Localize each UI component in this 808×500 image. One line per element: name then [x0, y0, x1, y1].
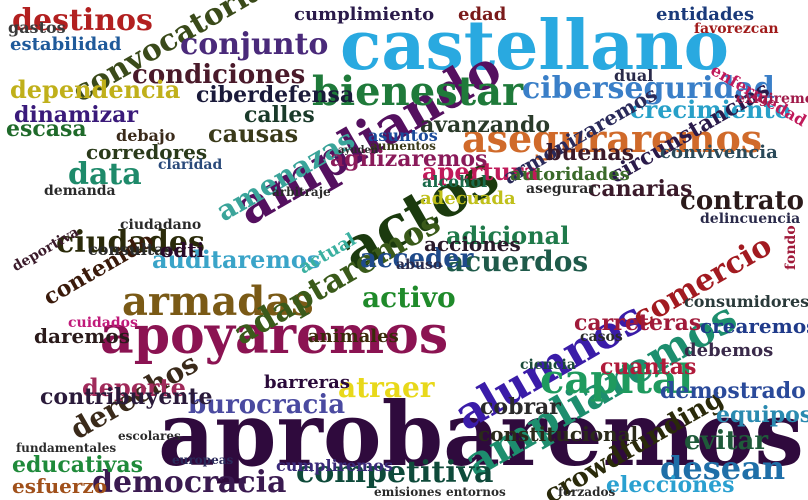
- word-gastos: gastos: [8, 18, 66, 37]
- word-animales: animales: [308, 326, 399, 347]
- word-ciencia: ciencia: [520, 357, 576, 373]
- word-atraer: atraer: [338, 371, 435, 404]
- word-data: data: [68, 157, 142, 192]
- word-contribuyente: contribuyente: [40, 384, 213, 410]
- word-cobrar: cobrar: [480, 394, 561, 420]
- word-adicional: adicional: [446, 221, 570, 250]
- word-edad: edad: [458, 4, 507, 25]
- word-buenas: buenas: [546, 140, 635, 166]
- word-demanda: demanda: [44, 183, 116, 199]
- word-activo: activo: [362, 281, 456, 314]
- word-abuso: abuso: [396, 257, 443, 273]
- word-emisiones: emisiones: [374, 485, 442, 499]
- word-dual: dual: [614, 66, 654, 85]
- word-asegurar: asegurar: [526, 181, 596, 197]
- word-crecimiento: crecimiento: [630, 95, 791, 124]
- word-estabilidad: estabilidad: [10, 34, 122, 55]
- word-barreras: barreras: [264, 372, 350, 393]
- word-capital: capital: [540, 356, 694, 403]
- word-agilizaremos: agilizaremos: [330, 146, 488, 172]
- word-cuantas: cuantas: [600, 354, 697, 380]
- word-ciudades: ciudades: [56, 225, 205, 260]
- word-cuidados: cuidados: [68, 315, 138, 331]
- word-bienestar: bienestar: [312, 68, 524, 115]
- word-ciberseguridad: ciberseguridad: [522, 71, 775, 106]
- word-consumidores: consumidores: [684, 292, 808, 311]
- word-calles: calles: [244, 102, 315, 128]
- word-daremos: daremos: [34, 324, 130, 348]
- word-competitiva: competitiva: [296, 455, 494, 490]
- word-debajo: debajo: [116, 126, 176, 145]
- word-cumpliremos: cumpliremos: [276, 456, 393, 475]
- word-educativas: educativas: [12, 452, 143, 478]
- word-elecciones: elecciones: [606, 472, 735, 498]
- word-contrato: contrato: [680, 186, 804, 216]
- word-fondo: fondo: [783, 225, 799, 270]
- word-corredores: corredores: [86, 140, 208, 164]
- word-exigiremos: exigiremos: [736, 91, 808, 107]
- word-claridad: claridad: [158, 157, 223, 173]
- word-europeas: europeas: [172, 453, 234, 467]
- word-ciberdefensa: ciberdefensa: [196, 82, 355, 108]
- word-cumplimiento: cumplimiento: [294, 4, 435, 25]
- word-acceder: acceder: [360, 244, 474, 274]
- word-convivencia: convivencia: [660, 142, 778, 163]
- word-debemos: debemos: [684, 340, 774, 361]
- word-delincuencia: delincuencia: [700, 211, 801, 227]
- word-consultas: consultas: [88, 240, 174, 259]
- word-aseguraremos: aseguraremos: [462, 116, 763, 161]
- word-demostrado: demostrado: [660, 378, 806, 404]
- word-carreteras: carreteras: [574, 310, 702, 336]
- word-destinos: destinos: [12, 3, 153, 38]
- word-causas: causas: [208, 119, 299, 148]
- word-deporte: deporte: [82, 373, 186, 402]
- word-democracia: democracia: [92, 465, 287, 500]
- word-ayuden: ayuden: [338, 145, 379, 156]
- word-dinamizar: dinamizar: [14, 102, 138, 128]
- word-casos: casos: [580, 329, 623, 345]
- word-equipos: equipos: [716, 402, 808, 428]
- word-acciones: acciones: [424, 232, 521, 256]
- word-escolares: escolares: [118, 429, 181, 443]
- word-armadas: armadas: [122, 278, 314, 325]
- word-dependencia: dependencia: [10, 75, 181, 104]
- word-asuntos: asuntos: [368, 126, 438, 145]
- word-auditaremos: auditaremos: [152, 245, 321, 274]
- word-avanzando: avanzando: [420, 112, 551, 138]
- word-apoyaremos: apoyaremos: [100, 305, 449, 366]
- word-aumentos: aumentos: [370, 139, 436, 153]
- word-alcohol: alcohol: [422, 172, 488, 191]
- word-conjunto: conjunto: [180, 27, 329, 62]
- word-canarias: canarias: [588, 176, 693, 202]
- word-condiciones: condiciones: [132, 60, 306, 90]
- word-evitar: evitar: [684, 426, 769, 456]
- word-esfuerzo: esfuerzo: [12, 474, 108, 498]
- word-desean: desean: [660, 449, 786, 487]
- word-constitucional: constitucional: [478, 422, 639, 446]
- word-fundamentales: fundamentales: [16, 441, 117, 455]
- word-ciudadano: ciudadano: [120, 217, 202, 233]
- word-aprobaremos: aprobaremos: [158, 382, 804, 486]
- word-arbitraje: arbitraje: [272, 185, 331, 199]
- word-autoridades: autoridades: [510, 164, 630, 185]
- word-acuerdos: acuerdos: [446, 245, 589, 278]
- word-burocracia: burocracia: [188, 390, 346, 420]
- word-adecuada: adecuada: [420, 188, 516, 209]
- word-entidades: entidades: [656, 4, 755, 25]
- word-crearemos: crearemos: [700, 314, 808, 338]
- word-escasa: escasa: [6, 116, 87, 142]
- word-odti: odti: [160, 238, 205, 262]
- word-castellano: castellano: [340, 6, 729, 86]
- word-favorezcan: favorezcan: [694, 21, 779, 37]
- word-apertura: apertura: [422, 157, 539, 186]
- word-entornos: entornos: [446, 485, 506, 499]
- word-forzados: forzados: [558, 485, 616, 499]
